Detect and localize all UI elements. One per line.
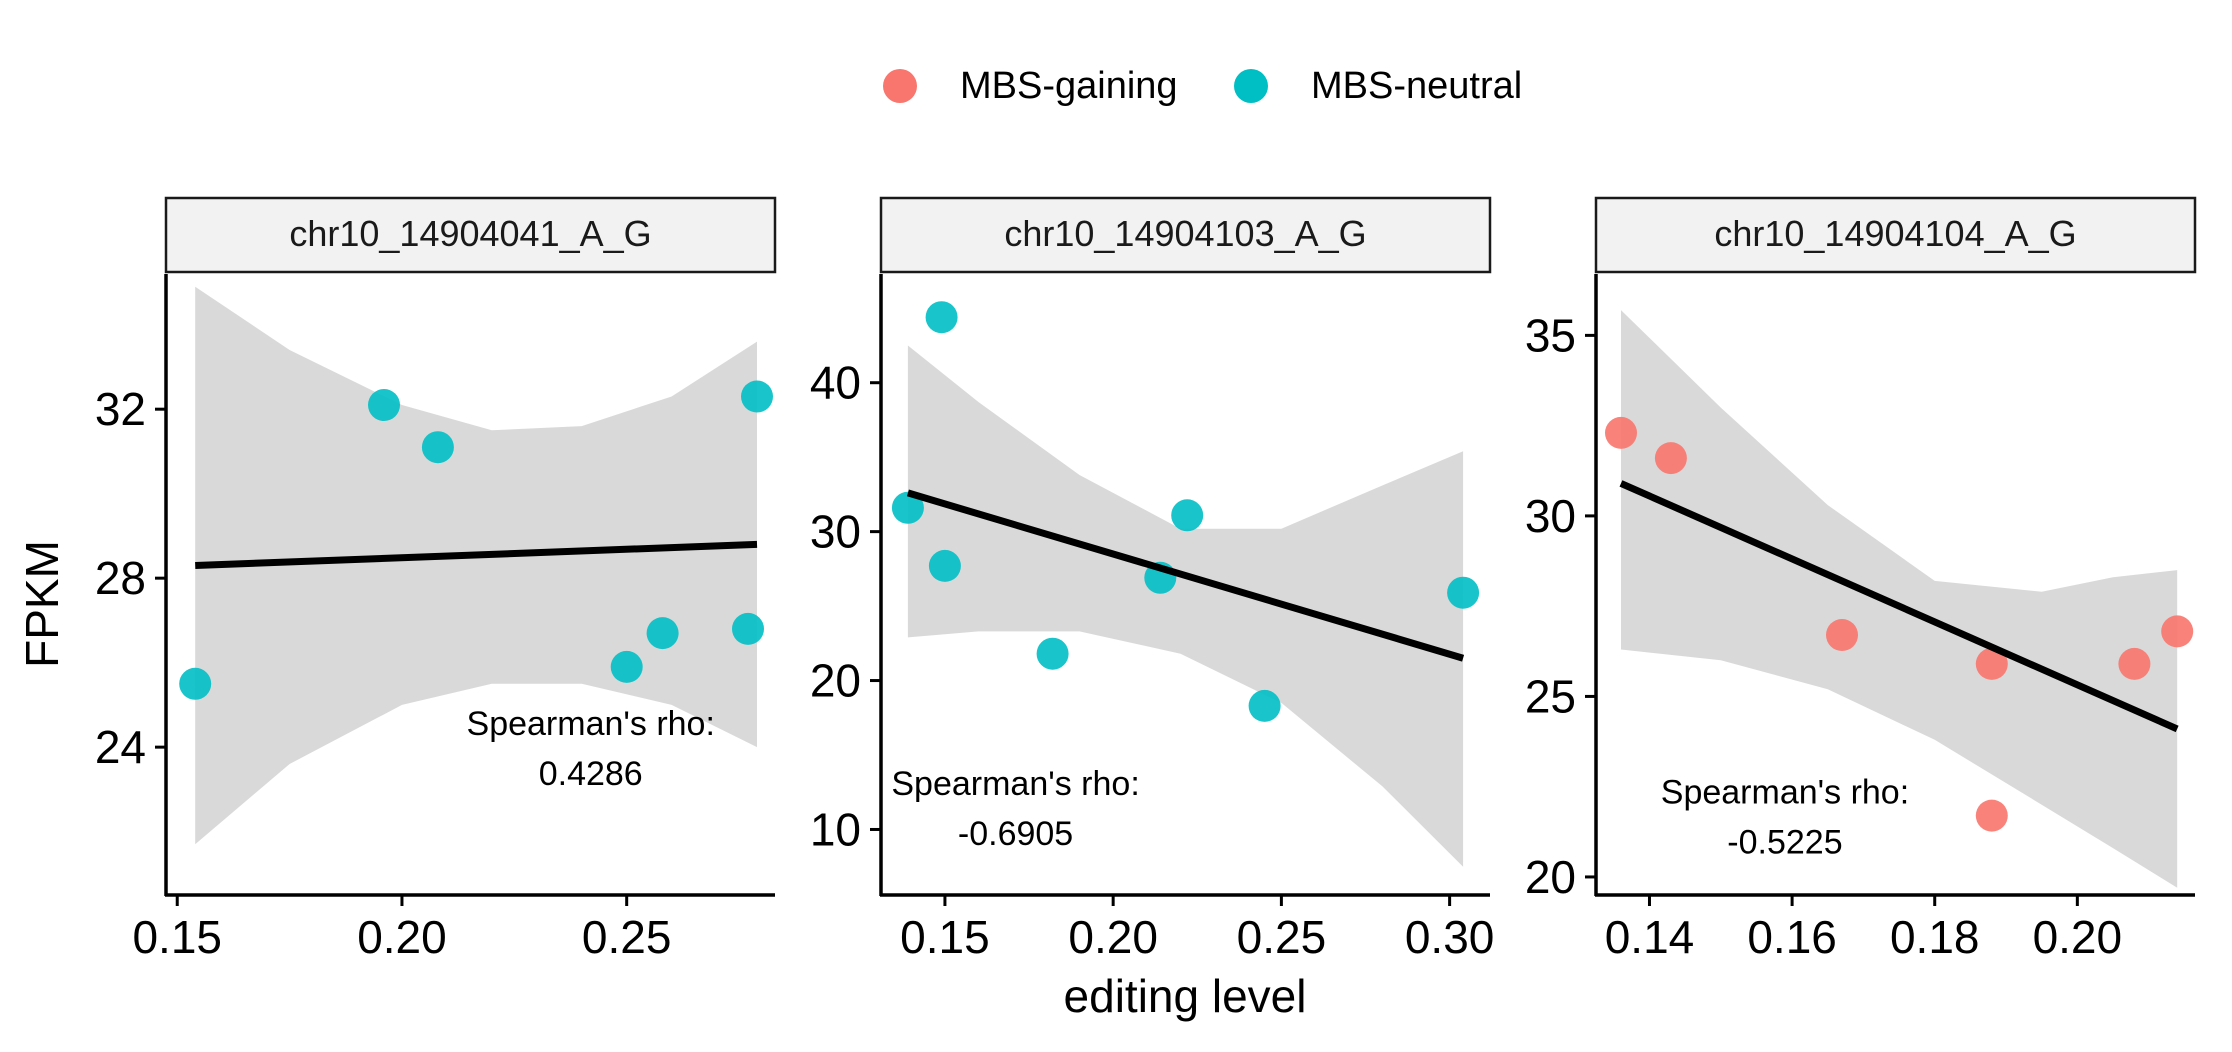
facet-strip xyxy=(164,196,777,274)
spearman-label: Spearman's rho: xyxy=(1661,774,1909,812)
data-point xyxy=(1826,619,1858,651)
facet-strip-label: chr10_14904041_A_G xyxy=(289,213,651,254)
x-axis-title: editing level xyxy=(1064,970,1307,1022)
data-point xyxy=(2161,615,2194,648)
x-tick-label: 0.15 xyxy=(900,911,990,963)
facet-panels: chr10_14904041_A_G 24 28 32 0.15 0.20 0.25 Spea… xyxy=(95,196,2197,963)
x-tick-label: 0.16 xyxy=(1747,911,1837,963)
panel-2: chr10_14904103_A_G 10 20 30 40 0.15 0.20 0.25 0.… xyxy=(810,196,1495,963)
data-point xyxy=(1605,416,1637,449)
x-tick-label: 0.25 xyxy=(582,911,672,963)
data-point xyxy=(925,301,958,334)
data-point xyxy=(179,667,212,700)
spearman-label: Spearman's rho: xyxy=(467,705,715,743)
spearman-label: Spearman's rho: xyxy=(891,765,1139,803)
y-axis-title: FPKM xyxy=(16,540,68,668)
panel-1: chr10_14904041_A_G 24 28 32 0.15 0.20 0.25 Spea… xyxy=(95,196,777,963)
data-point xyxy=(1036,637,1069,670)
facet-strip xyxy=(1594,196,2197,274)
x-tick-label: 0.25 xyxy=(1237,911,1327,963)
legend-key-mbs-gaining xyxy=(883,69,917,103)
spearman-value: -0.5225 xyxy=(1727,824,1842,862)
facet-strip-label: chr10_14904103_A_G xyxy=(1004,213,1366,254)
confidence-band xyxy=(907,345,1464,867)
confidence-band xyxy=(195,286,757,845)
data-point xyxy=(1654,442,1687,475)
data-point xyxy=(368,389,400,421)
data-point xyxy=(646,617,679,650)
y-tick-label: 24 xyxy=(95,721,146,773)
confidence-band xyxy=(1621,310,2178,888)
x-tick-label: 0.18 xyxy=(1890,911,1980,963)
data-point xyxy=(732,612,764,645)
y-tick-label: 30 xyxy=(1525,490,1576,542)
data-point xyxy=(1171,499,1204,532)
regression-line xyxy=(906,489,1465,662)
facet-strip xyxy=(879,196,1492,274)
y-tick-label: 28 xyxy=(95,552,146,604)
regression-line xyxy=(1619,480,2179,733)
data-point xyxy=(1975,799,2008,832)
data-point xyxy=(741,380,773,413)
legend-key-mbs-neutral xyxy=(1234,69,1268,103)
data-point xyxy=(610,650,643,683)
y-tick-label: 30 xyxy=(810,506,861,558)
x-tick-label: 0.30 xyxy=(1405,911,1495,963)
x-tick-label: 0.15 xyxy=(132,911,222,963)
y-tick-label: 35 xyxy=(1525,309,1576,361)
x-tick-label: 0.14 xyxy=(1605,911,1695,963)
data-point xyxy=(1248,689,1281,722)
data-point xyxy=(421,431,454,464)
x-tick-label: 0.20 xyxy=(357,911,447,963)
regression-line xyxy=(195,540,758,569)
data-point xyxy=(1975,647,2008,680)
facet-strip-label: chr10_14904104_A_G xyxy=(1714,213,2076,254)
y-tick-label: 20 xyxy=(1525,851,1576,903)
legend-label-mbs-gaining: MBS-gaining xyxy=(960,65,1178,107)
y-tick-label: 20 xyxy=(810,655,861,707)
legend-label-mbs-neutral: MBS-neutral xyxy=(1311,65,1522,107)
data-point xyxy=(1447,576,1480,609)
y-tick-label: 25 xyxy=(1525,670,1576,722)
spearman-value: 0.4286 xyxy=(539,755,643,793)
data-point xyxy=(891,491,924,524)
y-tick-label: 10 xyxy=(810,803,861,855)
x-tick-label: 0.20 xyxy=(1068,911,1158,963)
data-point xyxy=(2118,647,2151,680)
data-point xyxy=(928,549,961,582)
y-tick-label: 40 xyxy=(810,357,861,409)
legend: MBS-gaining MBS-neutral xyxy=(883,65,1522,107)
x-tick-label: 0.20 xyxy=(2033,911,2123,963)
spearman-value: -0.6905 xyxy=(958,815,1073,853)
y-tick-label: 32 xyxy=(95,383,146,435)
panel-3: chr10_14904104_A_G 20 25 30 35 0.14 0.16 0.18 0.… xyxy=(1525,196,2197,963)
